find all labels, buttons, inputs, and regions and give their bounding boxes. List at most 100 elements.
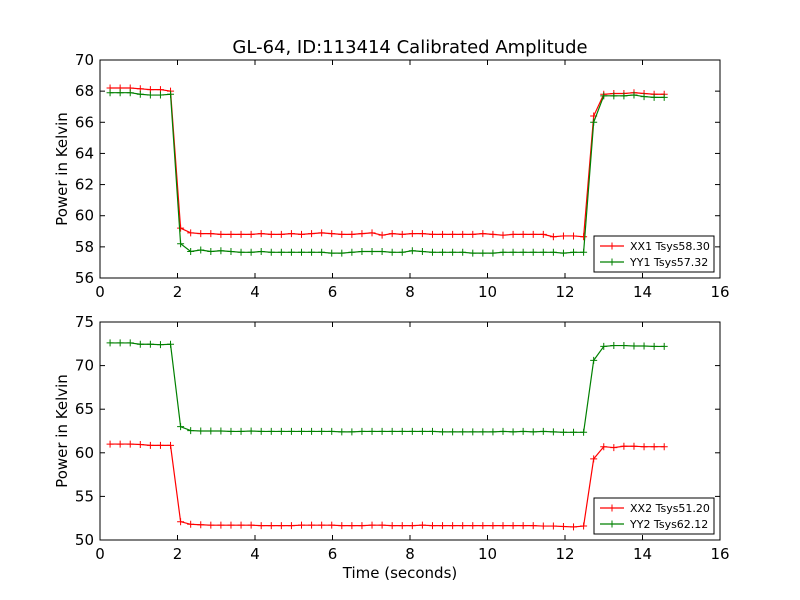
chart0-legend: XX1 Tsys58.30 YY1 Tsys57.32 — [593, 235, 715, 273]
chart1-series-0-point — [177, 518, 185, 526]
chart0-series-1-point — [449, 248, 457, 256]
chart1-series-0-point — [620, 442, 628, 450]
chart1-series-0-point — [660, 443, 668, 451]
chart1-series-0-point — [479, 522, 487, 530]
chart1-xlabel: Time (seconds) — [342, 564, 458, 582]
chart1-series-1-point — [539, 427, 547, 435]
chart0-series-0-point — [479, 230, 487, 238]
chart0-series-1-point — [660, 93, 668, 101]
chart0-xtick-label: 10 — [478, 283, 497, 301]
chart1-legend: XX2 Tsys51.20 YY2 Tsys62.12 — [593, 497, 715, 535]
chart0-series-1-point — [479, 249, 487, 257]
chart0-series-1-point — [570, 248, 578, 256]
chart0-series-0-point — [408, 230, 416, 238]
chart0-series-1-point — [459, 248, 467, 256]
chart1-ytick-label: 60 — [75, 444, 94, 462]
chart1-xtick-label: 10 — [478, 545, 497, 563]
chart1-series-0-point — [439, 522, 447, 530]
chart1-series-1-point — [449, 428, 457, 436]
chart0-series-1-markers — [106, 89, 668, 257]
chart1-series-0-point — [338, 522, 346, 530]
chart0-series-0-point — [308, 230, 316, 238]
chart1-series-1-point — [298, 427, 305, 435]
chart0-series-0-point — [197, 230, 205, 238]
chart1-series-0-point — [489, 522, 497, 530]
chart1-series-1-point — [620, 342, 628, 350]
chart1-series-1-point — [570, 428, 578, 436]
chart0-series-0-point — [519, 230, 527, 238]
chart1-series-0-point — [126, 440, 134, 448]
chart0-series-1-point — [499, 248, 507, 256]
chart1-series-1-point — [126, 339, 134, 347]
chart0-series-1-point — [439, 248, 447, 256]
chart1-series-0-point — [146, 441, 154, 449]
chart1-series-0-point — [499, 522, 507, 530]
chart0-xtick-label: 4 — [250, 283, 260, 301]
chart0-series-0-point — [257, 230, 265, 238]
chart1-series-1-point — [368, 427, 376, 435]
chart0-series-1-point — [146, 91, 154, 99]
chart1-series-0-point — [167, 441, 175, 449]
chart0-series-1-point — [287, 248, 295, 256]
chart0-ytick-label: 70 — [75, 51, 94, 69]
chart0-series-0-point — [549, 233, 557, 241]
chart0-series-1-point — [620, 92, 628, 100]
chart0-series-0-point — [277, 230, 285, 238]
chart1-series-0-point — [358, 522, 366, 530]
chart0-series-0-point — [580, 233, 588, 241]
chart0-series-1-point — [167, 90, 175, 98]
chart0-series-1-point — [358, 248, 366, 256]
chart1-series-0-point — [459, 522, 467, 530]
chart0-series-0-point — [529, 230, 537, 238]
chart0-series-0-point — [459, 230, 467, 238]
chart0-series-0-point — [559, 232, 567, 240]
chart1-series-1-point — [146, 340, 154, 348]
chart0-series-1-point — [469, 249, 477, 257]
chart0-series-1-point — [610, 92, 618, 100]
chart0-series-1-point — [257, 248, 265, 256]
chart0-ylabel: Power in Kelvin — [53, 112, 71, 226]
chart0-series-1-point — [368, 248, 376, 256]
chart0-series-1-point — [277, 248, 285, 256]
chart0-series-0-point — [187, 229, 195, 237]
chart0-xtick-label: 6 — [328, 283, 338, 301]
chart0-series-1-point — [640, 93, 648, 101]
chart0-series-0-point — [237, 230, 245, 238]
chart1-series-0-point — [640, 443, 648, 451]
chart1-series-0-point — [287, 522, 295, 530]
chart1-series-0-point — [328, 521, 336, 529]
chart1-series-1-point — [509, 428, 517, 436]
chart1-series-1-point — [308, 427, 316, 435]
chart0-series-1-point — [650, 93, 658, 101]
chart0-series-1-point — [247, 248, 255, 256]
chart0-series-1-point — [398, 248, 406, 256]
chart1-series-0-point — [136, 441, 144, 449]
chart1-series-0-point — [116, 440, 124, 448]
chart0-series-1-point — [207, 248, 215, 256]
chart1-series-1-point — [187, 427, 195, 435]
chart1-series-0-point — [418, 521, 426, 529]
chart0-series-0-point — [227, 230, 235, 238]
chart0-series-0-point — [247, 230, 255, 238]
chart1-series-1-point — [217, 427, 225, 435]
chart1-series-1-point — [136, 340, 144, 348]
chart0-series-1-point — [328, 249, 336, 257]
chart0-series-0-point — [328, 230, 336, 238]
chart1-series-0-point — [247, 521, 255, 529]
chart1-series-0-point — [580, 522, 588, 530]
chart1-series-1-point — [519, 427, 527, 435]
chart0-series-1-point — [298, 248, 305, 256]
chart1-series-0-point — [267, 522, 275, 530]
chart1-series-1-point — [418, 427, 426, 435]
chart0-xtick-label: 2 — [173, 283, 183, 301]
chart1-series-1-point — [277, 427, 285, 435]
chart0-series-0-point — [439, 230, 447, 238]
chart0-series-1-point — [338, 249, 346, 257]
chart1-series-0-point — [388, 522, 396, 530]
chart0-legend-marker-1 — [608, 258, 616, 266]
chart0-series-1-point — [116, 89, 124, 97]
chart1-series-0-point — [156, 441, 164, 449]
chart-title: GL-64, ID:113414 Calibrated Amplitude — [232, 37, 587, 58]
chart1-series-0-point — [378, 521, 386, 529]
